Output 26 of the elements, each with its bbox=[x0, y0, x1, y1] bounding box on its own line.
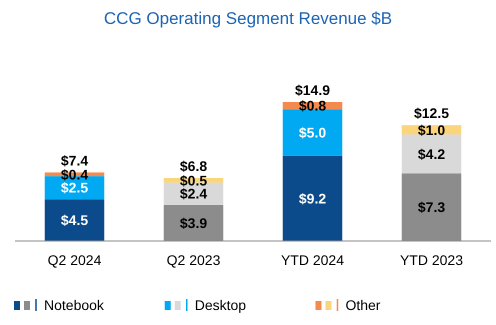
bar bbox=[282, 156, 342, 241]
data-label: $1.0 bbox=[418, 122, 446, 138]
data-label: $2.5 bbox=[60, 180, 88, 196]
x-tick-label: YTD 2024 bbox=[280, 252, 344, 268]
data-label: $7.3 bbox=[418, 199, 446, 216]
total-label: $7.4 bbox=[60, 152, 88, 168]
data-label: $4.2 bbox=[418, 146, 446, 162]
x-tick-label: Q2 2023 bbox=[166, 252, 221, 268]
data-label: $3.9 bbox=[180, 214, 208, 231]
legend-label: Desktop bbox=[194, 297, 246, 313]
data-label: $5.0 bbox=[298, 124, 326, 141]
bar bbox=[44, 199, 104, 241]
data-label: $9.2 bbox=[298, 190, 326, 206]
data-label: $4.5 bbox=[60, 212, 88, 228]
total-label: $12.5 bbox=[414, 105, 450, 122]
data-label: $2.4 bbox=[180, 186, 208, 202]
legend-label: Other bbox=[345, 297, 381, 313]
bar bbox=[402, 134, 462, 174]
data-label: $0.5 bbox=[180, 172, 208, 188]
x-tick-label: Q2 2024 bbox=[48, 252, 102, 268]
x-tick-label: YTD 2023 bbox=[400, 252, 464, 268]
data-label: $0.8 bbox=[298, 98, 326, 114]
chart-title: CCG Operating Segment Revenue $B bbox=[104, 9, 392, 28]
legend-label: Notebook bbox=[44, 297, 105, 313]
total-label: $6.8 bbox=[180, 158, 208, 174]
total-label: $14.9 bbox=[294, 82, 330, 98]
